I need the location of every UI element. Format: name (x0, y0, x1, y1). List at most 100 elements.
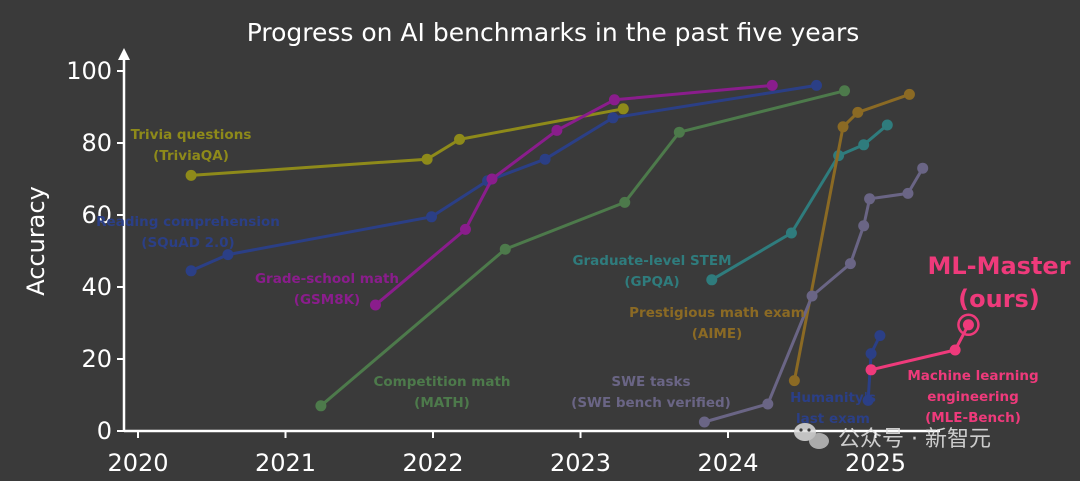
y-tick-label: 0 (97, 417, 112, 445)
data-point (858, 220, 870, 232)
series-label-line: Reading comprehension (96, 214, 280, 230)
data-point (617, 103, 629, 115)
highlight-label-line: (ours) (958, 285, 1040, 313)
series-label-line: Competition math (373, 374, 510, 390)
label-gpqa: Graduate-level STEM (GPQA) (572, 253, 731, 290)
label-ml-master: ML-Master (ours) (927, 252, 1070, 313)
label-trivia: Trivia questions (TriviaQA) (131, 127, 252, 164)
label-math: Competition math (MATH) (373, 374, 510, 411)
series-line (703, 167, 924, 424)
data-point (315, 400, 327, 412)
series-line (190, 83, 817, 273)
data-point (788, 375, 800, 387)
series-line (374, 83, 773, 307)
wechat-icon (794, 423, 829, 449)
label-swe: SWE tasks (SWE bench verified) (571, 374, 731, 411)
y-tick-label: 60 (81, 201, 112, 229)
label-reading: Reading comprehension (SQuAD 2.0) (96, 214, 280, 251)
series-label-line: Humanity's (790, 390, 876, 406)
x-tick-label: 2021 (255, 449, 316, 477)
y-tick-label: 20 (81, 345, 112, 373)
data-point (185, 265, 197, 277)
data-point (706, 274, 718, 286)
series-3 (315, 85, 851, 412)
series-label-line: (GPQA) (624, 274, 679, 290)
x-tick-label: 2020 (107, 449, 168, 477)
series-8 (865, 313, 980, 376)
series-line (190, 107, 624, 177)
data-point (369, 299, 381, 311)
data-point (459, 223, 471, 235)
data-point (619, 196, 631, 208)
data-point (426, 211, 438, 223)
label-mle: Machine learning engineering (MLE-Bench) (907, 368, 1038, 426)
data-point (607, 112, 619, 124)
data-point (811, 79, 822, 91)
series-label-line: engineering (927, 389, 1019, 405)
series-label-line: (MLE-Bench) (925, 410, 1021, 426)
data-point (874, 330, 886, 342)
data-point (608, 94, 620, 106)
x-tick-label: 2024 (697, 449, 758, 477)
data-point (185, 169, 197, 181)
data-point (539, 153, 551, 165)
series-label-line: (MATH) (414, 395, 470, 411)
data-point (454, 133, 466, 145)
series-line (792, 92, 910, 381)
x-tick-label: 2025 (845, 449, 906, 477)
y-tick-label: 80 (81, 129, 112, 157)
data-point (852, 106, 864, 118)
series-7 (862, 330, 886, 406)
y-tick-label: 40 (81, 273, 112, 301)
data-point (844, 258, 856, 270)
highlight-ring (957, 313, 980, 337)
series-label-line: (SQuAD 2.0) (141, 235, 234, 251)
data-point (785, 227, 797, 239)
chart-title: Progress on AI benchmarks in the past fi… (247, 18, 860, 47)
data-point (698, 416, 710, 428)
data-point (917, 162, 929, 174)
data-point (499, 243, 511, 255)
data-point (486, 173, 498, 185)
data-point (858, 139, 870, 151)
label-aime: Prestigious math exam (AIME) (629, 305, 805, 342)
x-tick-label: 2023 (550, 449, 611, 477)
series-layer (185, 79, 980, 428)
data-point (421, 153, 433, 165)
label-hle: Humanity's last exam (790, 390, 876, 427)
data-point (839, 85, 851, 97)
series-label-line: (SWE bench verified) (571, 395, 731, 411)
y-axis-label: Accuracy (22, 186, 50, 296)
label-gsm8k: Grade-school math (GSM8K) (255, 271, 399, 308)
data-point (865, 364, 877, 376)
data-point (865, 348, 877, 360)
series-label-line: Graduate-level STEM (572, 253, 731, 269)
watermark-text: 公众号 · 新智元 (838, 427, 991, 452)
data-point (903, 88, 915, 100)
series-6 (698, 162, 929, 428)
highlight-label-line: ML-Master (927, 252, 1070, 280)
label-layer: Trivia questions (TriviaQA) Reading compre… (96, 127, 1071, 427)
series-5 (788, 88, 915, 387)
data-point (962, 319, 974, 331)
series-label-line: Grade-school math (255, 271, 399, 287)
data-point (881, 119, 893, 131)
y-axis-arrow (118, 48, 130, 60)
series-0 (185, 103, 629, 181)
series-label-line: SWE tasks (611, 374, 690, 390)
series-label-line: (AIME) (692, 326, 742, 342)
data-point (766, 79, 778, 91)
y-tick-label: 100 (66, 57, 112, 85)
series-label-line: Trivia questions (131, 127, 252, 143)
data-point (762, 398, 774, 410)
data-point (806, 290, 818, 302)
data-point (862, 394, 874, 406)
watermark: 公众号 · 新智元 (794, 423, 991, 452)
series-label-line: Prestigious math exam (629, 305, 805, 321)
data-point (864, 193, 876, 205)
series-label-line: (GSM8K) (294, 292, 360, 308)
data-point (837, 121, 849, 133)
data-point (222, 249, 234, 261)
data-point (673, 126, 685, 138)
